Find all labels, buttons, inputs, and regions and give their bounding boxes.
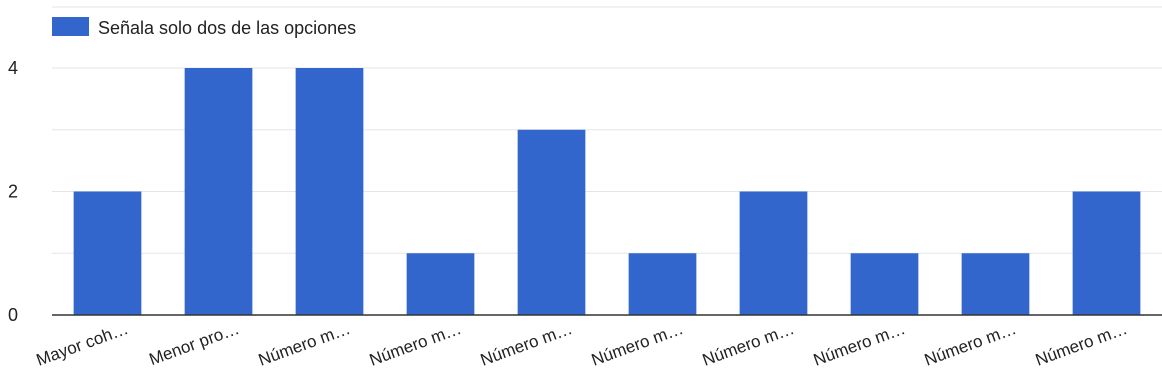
bar [73,191,142,315]
y-tick-label: 2 [8,182,18,202]
x-tick-label: Número m… [256,319,353,370]
x-tick-label: Número m… [478,319,575,370]
bar [184,68,253,315]
bar [1072,191,1141,315]
bar [850,253,919,315]
legend-swatch [52,17,89,36]
x-tick-label: Número m… [811,319,908,370]
bar [739,191,808,315]
bar [628,253,697,315]
x-tick-label: Número m… [1033,319,1130,370]
bar [295,68,364,315]
x-tick-label: Mayor coh… [34,319,131,370]
bar [517,129,586,315]
y-tick-label: 0 [8,305,18,325]
y-axis-ticks: 0 2 4 [8,58,18,325]
x-tick-label: Menor pro… [147,319,242,369]
x-tick-label: Número m… [367,319,464,370]
x-tick-label: Número m… [589,319,686,370]
x-tick-label: Número m… [700,319,797,370]
legend-label: Señala solo dos de las opciones [98,18,356,38]
bar [406,253,475,315]
legend: Señala solo dos de las opciones [52,17,356,38]
x-tick-label: Número m… [922,319,1019,370]
y-tick-label: 4 [8,58,18,78]
bars [73,68,1141,315]
x-axis-labels: Mayor coh… Menor pro… Número m… Número m… Nú… [34,319,1130,370]
bar [961,253,1030,315]
